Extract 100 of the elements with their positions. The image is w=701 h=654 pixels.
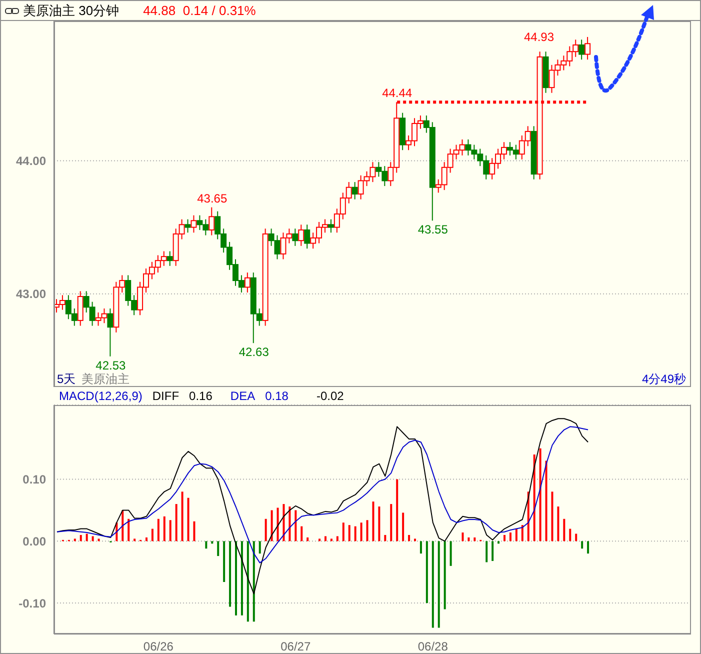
candlestick xyxy=(352,182,358,200)
bar xyxy=(414,538,416,542)
candlestick xyxy=(208,206,215,236)
bar xyxy=(151,528,154,542)
bar xyxy=(587,541,590,554)
candlestick xyxy=(328,218,334,234)
candlestick xyxy=(244,272,250,294)
bar xyxy=(557,506,560,542)
bar xyxy=(563,518,566,542)
bar xyxy=(264,518,267,542)
text: 4分49秒 xyxy=(642,371,686,388)
bar xyxy=(408,534,410,542)
annotation: 43.55 xyxy=(418,222,448,237)
bar xyxy=(282,504,285,542)
bar xyxy=(229,541,232,607)
bar xyxy=(98,538,100,542)
bar xyxy=(432,541,434,628)
bar xyxy=(86,534,88,542)
y-tick-label: 0.00 xyxy=(22,534,46,548)
text: DEA xyxy=(230,389,256,403)
bar xyxy=(569,528,572,542)
bar xyxy=(396,479,398,542)
bar xyxy=(492,541,494,561)
bar xyxy=(450,541,452,566)
annotation: 美原油主 xyxy=(82,371,130,388)
bar xyxy=(181,492,184,542)
x-tick-label: 06/26 xyxy=(143,640,174,654)
bar xyxy=(163,516,166,542)
bar xyxy=(444,541,446,610)
bar xyxy=(187,498,190,542)
x-tick-label: 06/27 xyxy=(280,640,311,654)
chart-subtitle: 44.88 0.14 / 0.31% xyxy=(143,3,256,18)
bar xyxy=(354,526,356,542)
candlestick xyxy=(578,39,585,60)
line-series xyxy=(56,418,589,594)
bar xyxy=(533,454,536,542)
bar xyxy=(270,510,273,542)
bar xyxy=(342,522,344,542)
bar xyxy=(330,538,332,542)
candlestick xyxy=(59,294,66,310)
bar xyxy=(146,537,148,542)
bar xyxy=(223,541,226,582)
bar xyxy=(169,520,172,542)
bar xyxy=(246,541,249,622)
bar xyxy=(509,532,512,542)
candlestick xyxy=(304,224,310,250)
bar xyxy=(211,541,214,544)
bar xyxy=(276,508,279,542)
y-tick-label: -0.10 xyxy=(18,596,46,610)
bar xyxy=(92,536,94,542)
bar xyxy=(175,504,178,542)
candlestick xyxy=(107,308,114,357)
bar xyxy=(486,541,488,562)
bar xyxy=(294,510,297,542)
bar xyxy=(360,522,362,542)
bar xyxy=(468,537,470,542)
bar xyxy=(390,504,392,542)
bar xyxy=(122,510,124,542)
bar xyxy=(462,532,464,542)
bar xyxy=(438,541,440,628)
bar xyxy=(300,526,303,542)
bar xyxy=(384,534,386,542)
y-tick-label: 44.00 xyxy=(16,154,46,168)
bar xyxy=(205,541,208,549)
candlestick xyxy=(77,290,84,326)
text: 0.16 xyxy=(189,389,212,403)
bar xyxy=(515,528,518,542)
bar xyxy=(306,537,309,542)
bar xyxy=(521,525,524,542)
bar xyxy=(252,541,255,622)
bar xyxy=(324,536,326,542)
bar xyxy=(498,541,500,544)
y-tick-label: 0.10 xyxy=(22,472,46,487)
bar xyxy=(258,541,261,554)
chart-title: 美原油主 30分钟 xyxy=(23,2,120,20)
candlestick xyxy=(166,250,173,266)
bar xyxy=(157,518,160,542)
text: DIFF xyxy=(152,389,180,403)
bar xyxy=(336,536,338,542)
bar xyxy=(504,534,506,542)
bar xyxy=(74,538,76,542)
bar xyxy=(134,538,136,542)
bar xyxy=(551,492,554,542)
bar xyxy=(235,541,237,616)
y-tick-label: 43.00 xyxy=(16,287,46,302)
bar xyxy=(402,512,404,542)
bar xyxy=(581,541,584,549)
bar xyxy=(217,541,220,556)
annotation: 5天 xyxy=(57,371,76,388)
annotation: 44.93 xyxy=(524,30,554,44)
candlestick xyxy=(184,218,191,234)
bar xyxy=(539,448,542,542)
bar xyxy=(545,460,548,542)
chart-title: MACD(12,26,9) xyxy=(59,389,142,403)
bar xyxy=(420,541,422,554)
candlestick xyxy=(292,228,298,246)
bar xyxy=(240,541,243,616)
candlestick xyxy=(190,214,197,234)
text: 0.18 xyxy=(265,389,288,403)
line-series xyxy=(56,426,589,564)
